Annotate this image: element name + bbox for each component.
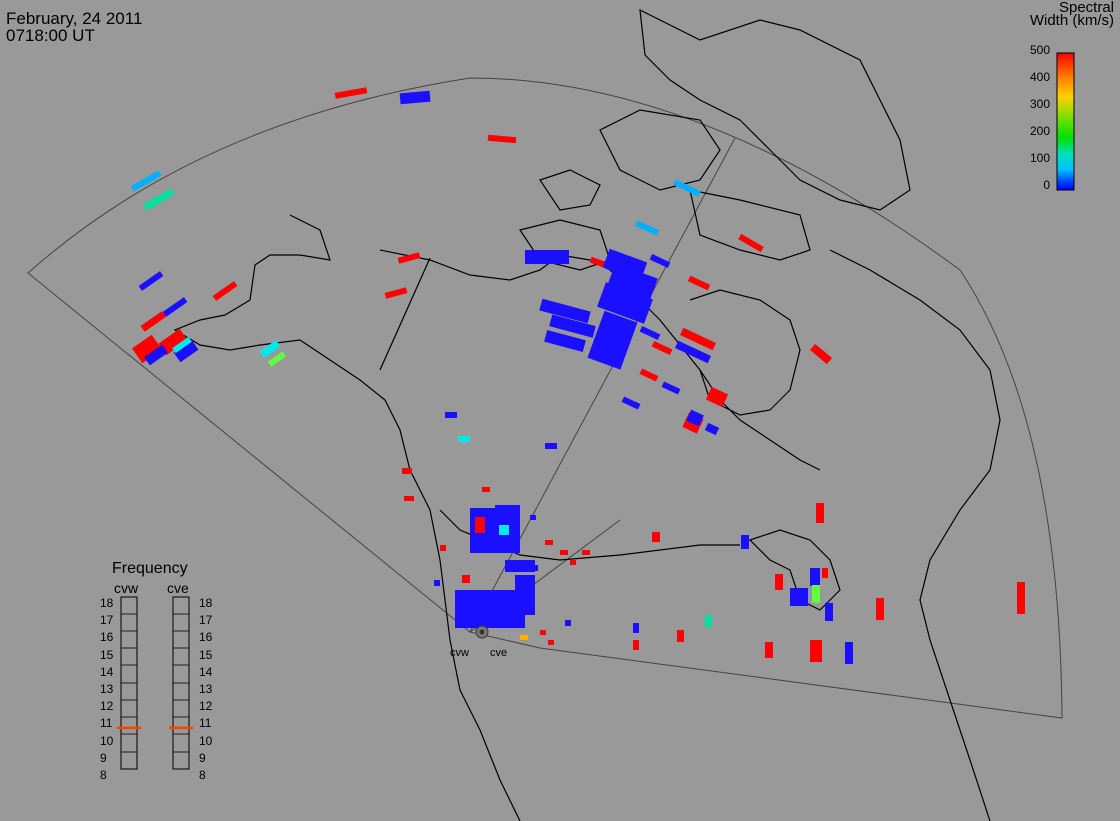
frequency-scale-label-left: 17 — [100, 613, 114, 628]
frequency-scale-label-left: 10 — [100, 733, 114, 748]
frequency-scale-label-right: 16 — [199, 630, 213, 645]
frequency-scale-label-right: 12 — [199, 699, 213, 714]
frequency-scale-label-right: 14 — [199, 664, 213, 679]
frequency-scale-label-right: 10 — [199, 733, 213, 748]
date-label: February, 24 2011 — [6, 9, 143, 28]
frequency-scale-label-right: 15 — [199, 647, 213, 662]
colorbar — [1056, 52, 1075, 191]
frequency-scale-label-left: 13 — [100, 682, 114, 696]
frequency-scale-label-right: 11 — [199, 716, 212, 731]
frequency-scale-label-right: 17 — [199, 613, 213, 628]
frequency-scale-label-right: 8 — [199, 768, 206, 782]
frequency-scale-label-left: 9 — [100, 750, 107, 765]
frequency-scale-label-left: 8 — [100, 768, 107, 782]
frequency-scale-label-left: 15 — [100, 647, 114, 662]
frequency-radar-cvw: cvw — [114, 580, 139, 596]
coastlines — [173, 8, 1001, 821]
colorbar-tick: 200 — [1029, 124, 1050, 138]
colorbar-title-line2: Width (km/s) — [1029, 12, 1114, 29]
radar-sites — [475, 625, 489, 639]
frequency-scale-label-left: 14 — [100, 664, 114, 679]
site-label-cve: cve — [490, 647, 508, 659]
colorbar-title-line1: Spectral — [1058, 0, 1114, 16]
frequency-scale-label-right: 9 — [199, 750, 206, 765]
colorbar-tick: 0 — [1043, 178, 1050, 192]
colorbar-tick: 100 — [1029, 151, 1050, 165]
frequency-gauges — [120, 596, 190, 770]
colorbar-tick: 400 — [1029, 70, 1050, 84]
site-label-cvw: cvw — [450, 647, 469, 659]
frequency-radar-cve: cve — [167, 580, 189, 596]
frequency-scale-label-left: 12 — [100, 699, 114, 714]
colorbar-tick: 500 — [1029, 43, 1050, 57]
echoes — [130, 87, 1025, 664]
frequency-scale-label-left: 11 — [100, 716, 113, 731]
frequency-scale-label-right: 13 — [199, 682, 213, 696]
frequency-scale-label-left: 16 — [100, 630, 114, 645]
frequency-scale-label-left: 18 — [100, 596, 114, 610]
frequency-title: Frequency — [112, 560, 188, 577]
time-label: 0718:00 UT — [6, 26, 95, 45]
frequency-scale-label-right: 18 — [199, 596, 213, 610]
colorbar-tick: 300 — [1029, 97, 1050, 111]
